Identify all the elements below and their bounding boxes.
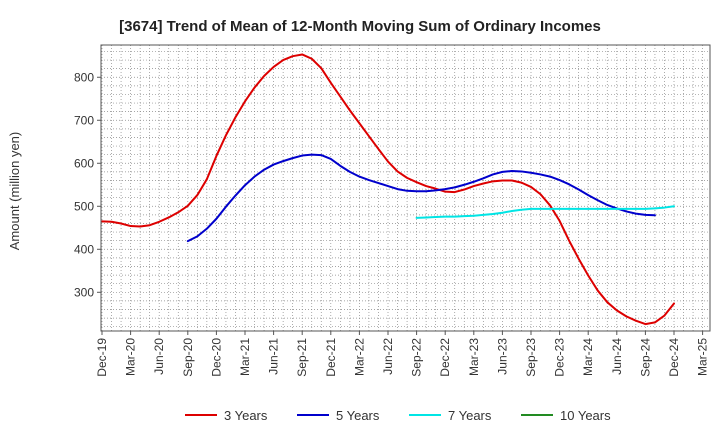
x-tick-label: Jun-20	[152, 338, 166, 375]
y-tick-label: 500	[74, 199, 94, 213]
x-tick-label: Dec-19	[95, 338, 109, 377]
x-tick-label: Sep-20	[181, 338, 195, 377]
y-tick-label: 300	[74, 285, 94, 299]
x-tick-label: Mar-22	[352, 338, 366, 376]
grid-layer	[101, 45, 710, 331]
x-tick-label: Sep-22	[410, 338, 424, 377]
y-tick-label: 800	[74, 70, 94, 84]
x-tick-label: Mar-23	[467, 338, 481, 376]
x-tick-label: Dec-23	[553, 338, 567, 377]
y-tick-labels: 300 400 500 600 700 800	[74, 70, 101, 299]
series-line-5-years	[186, 153, 656, 243]
x-tick-label: Mar-25	[696, 338, 710, 376]
y-axis-label: Amount (million yen)	[7, 132, 22, 251]
x-tick-label: Jun-21	[267, 338, 281, 375]
x-tick-label: Jun-22	[381, 338, 395, 375]
series-line-7-years	[415, 205, 675, 219]
x-tick-label: Sep-21	[295, 338, 309, 377]
legend-label: 5 Years	[336, 408, 380, 423]
y-tick-label: 400	[74, 242, 94, 256]
plot-frame	[100, 44, 711, 332]
x-tick-label: Mar-20	[124, 338, 138, 376]
legend: 3 Years 5 Years 7 Years 10 Years	[185, 408, 611, 423]
legend-label: 7 Years	[448, 408, 492, 423]
x-tick-label: Mar-21	[238, 338, 252, 376]
legend-label: 10 Years	[560, 408, 611, 423]
chart-title: [3674] Trend of Mean of 12-Month Moving …	[119, 18, 601, 35]
x-tick-label: Jun-23	[495, 338, 509, 375]
y-tick-label: 700	[74, 113, 94, 127]
x-tick-label: Jun-24	[610, 338, 624, 375]
y-tick-label: 600	[74, 156, 94, 170]
legend-label: 3 Years	[224, 408, 268, 423]
series-line-3-years	[101, 53, 675, 326]
x-tick-label: Sep-24	[638, 338, 652, 377]
x-tick-label: Dec-21	[324, 338, 338, 377]
x-tick-label: Mar-24	[581, 338, 595, 376]
series-layer	[101, 53, 675, 326]
x-tick-label: Dec-24	[667, 338, 681, 377]
x-tick-label: Dec-22	[438, 338, 452, 377]
x-tick-label: Sep-23	[524, 338, 538, 377]
x-tick-label: Dec-20	[209, 338, 223, 377]
x-tick-labels: Dec-19 Mar-20 Jun-20 Sep-20 Dec-20 Mar-21 Jun-…	[95, 331, 710, 377]
